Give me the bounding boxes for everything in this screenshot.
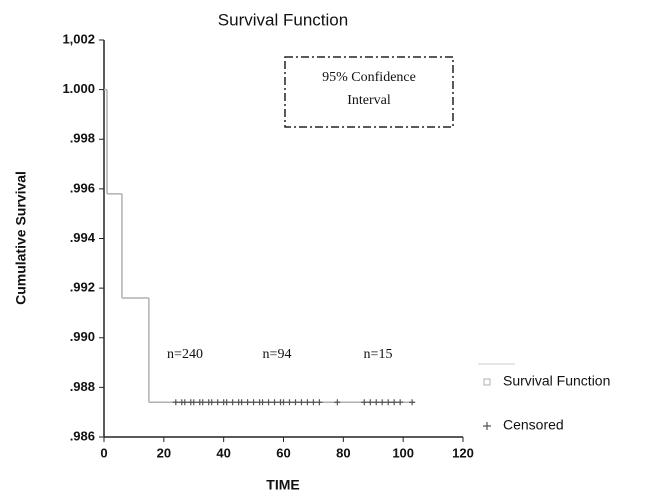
y-tick-label: .994 <box>70 230 96 245</box>
censored-mark <box>316 399 323 406</box>
censored-mark <box>310 399 317 406</box>
censored-mark <box>304 399 311 406</box>
censored-mark <box>259 399 266 406</box>
censored-mark <box>298 399 305 406</box>
censored-mark <box>223 399 230 406</box>
censored-mark <box>292 399 299 406</box>
censored-mark <box>229 399 236 406</box>
legend-label: Survival Function <box>503 373 610 389</box>
censored-mark <box>271 399 278 406</box>
censored-mark <box>181 399 188 406</box>
censored-mark <box>397 399 404 406</box>
censored-mark <box>379 399 386 406</box>
censored-mark <box>214 399 221 406</box>
censored-mark <box>286 399 293 406</box>
censored-mark <box>172 399 179 406</box>
inset-label: Interval <box>347 93 391 108</box>
annotation: n=240 <box>167 347 203 362</box>
annotation: n=94 <box>263 347 292 362</box>
y-axis-label: Cumulative Survival <box>13 171 29 305</box>
x-axis-label: TIME <box>266 477 299 493</box>
censored-mark <box>250 399 257 406</box>
legend-marker <box>483 378 491 386</box>
x-tick-label: 40 <box>216 445 230 460</box>
censored-mark <box>391 399 398 406</box>
inset-label: 95% Confidence <box>322 70 416 85</box>
x-tick-label: 0 <box>100 445 107 460</box>
y-tick-label: .990 <box>70 329 95 344</box>
censored-mark <box>244 399 251 406</box>
censored-mark <box>280 399 287 406</box>
y-tick-label: .986 <box>70 428 95 443</box>
y-tick-label: 1,002 <box>62 31 95 46</box>
censored-mark <box>238 399 245 406</box>
censored-mark <box>361 399 368 406</box>
censored-mark <box>190 399 197 406</box>
chart-title: Survival Function <box>218 10 348 29</box>
censored-mark <box>385 399 392 406</box>
y-tick-label: .996 <box>70 180 95 195</box>
censored-mark <box>334 399 341 406</box>
x-tick-label: 100 <box>392 445 414 460</box>
y-tick-label: 1.000 <box>62 81 95 96</box>
y-tick-label: .992 <box>70 280 95 295</box>
x-tick-label: 60 <box>276 445 290 460</box>
x-tick-label: 120 <box>452 445 474 460</box>
legend-marker <box>483 422 491 430</box>
censored-mark <box>199 399 206 406</box>
x-tick-label: 80 <box>336 445 350 460</box>
censored-mark <box>265 399 272 406</box>
y-tick-label: .998 <box>70 131 95 146</box>
censored-mark <box>373 399 380 406</box>
annotation: n=15 <box>364 347 393 362</box>
censored-mark <box>367 399 374 406</box>
censored-mark <box>208 399 215 406</box>
x-tick-label: 20 <box>157 445 171 460</box>
censored-mark <box>409 399 416 406</box>
inset-box <box>284 56 454 128</box>
legend-label: Censored <box>503 417 564 433</box>
y-tick-label: .988 <box>70 379 95 394</box>
